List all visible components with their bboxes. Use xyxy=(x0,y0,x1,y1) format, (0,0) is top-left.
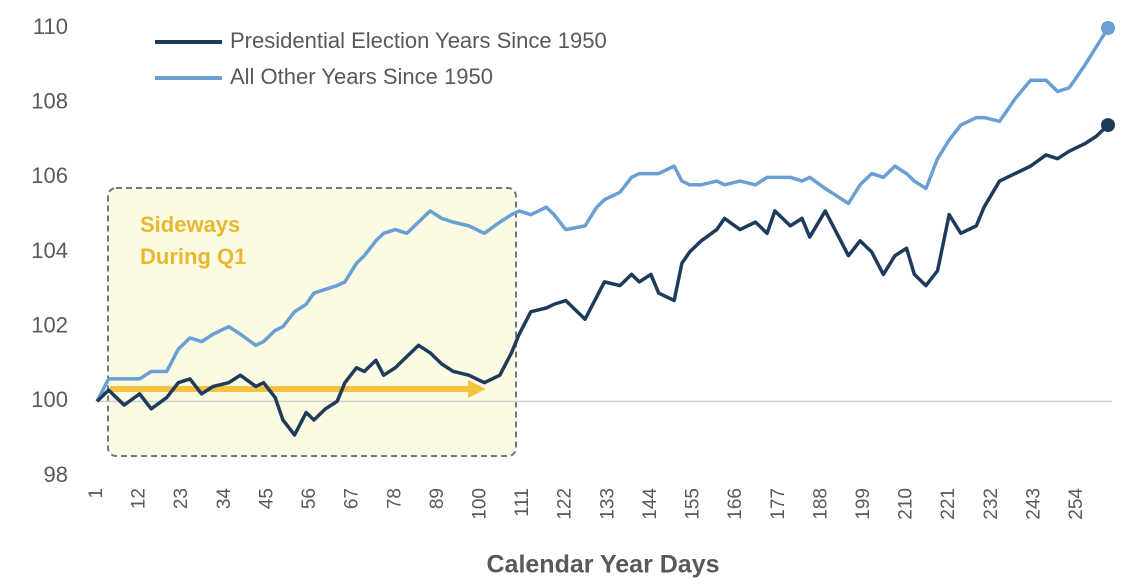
x-tick-label: 210 xyxy=(896,488,917,520)
x-tick-label: 34 xyxy=(214,488,235,510)
x-tick-label: 177 xyxy=(768,488,789,520)
x-tick-label: 122 xyxy=(555,488,576,520)
y-tick-label: 102 xyxy=(31,312,68,337)
end-marker xyxy=(1101,118,1115,133)
end-marker xyxy=(1101,21,1115,35)
x-tick-label: 221 xyxy=(938,488,959,520)
x-tick-label: 1 xyxy=(86,488,107,499)
x-tick-label: 243 xyxy=(1023,488,1044,520)
x-tick-label: 155 xyxy=(683,488,704,520)
annotation: During Q1 xyxy=(140,244,246,269)
y-tick-label: 100 xyxy=(31,387,68,412)
x-tick-label: 111 xyxy=(512,488,533,517)
arrow-head xyxy=(468,380,486,398)
x-tick-label: 23 xyxy=(171,488,192,509)
y-tick-label: 104 xyxy=(31,238,68,263)
series-line xyxy=(95,123,1110,437)
y-tick-label: 98 xyxy=(44,462,68,487)
x-tick-label: 89 xyxy=(427,488,448,509)
x-tick-label: 45 xyxy=(256,488,277,509)
y-tick-label: 110 xyxy=(33,14,68,39)
legend-label: All Other Years Since 1950 xyxy=(230,64,493,89)
series-line xyxy=(95,27,1110,403)
x-tick-label: 199 xyxy=(853,488,874,520)
x-tick-label: 12 xyxy=(129,488,150,509)
y-tick-label: 108 xyxy=(31,88,68,113)
x-tick-label: 133 xyxy=(597,488,618,520)
y-tick-label: 106 xyxy=(31,163,68,188)
x-tick-label: 144 xyxy=(640,488,661,520)
annotation: Sideways xyxy=(140,212,240,237)
x-tick-label: 166 xyxy=(725,488,746,520)
x-axis-title: Calendar Year Days xyxy=(486,551,719,579)
x-tick-label: 78 xyxy=(384,488,405,509)
x-tick-label: 56 xyxy=(299,488,320,509)
x-tick-label: 232 xyxy=(981,488,1002,520)
legend-label: Presidential Election Years Since 1950 xyxy=(230,28,607,53)
x-tick-label: 254 xyxy=(1066,488,1087,520)
x-tick-label: 100 xyxy=(469,488,490,520)
x-tick-label: 67 xyxy=(342,488,363,509)
x-tick-label: 188 xyxy=(810,488,831,520)
